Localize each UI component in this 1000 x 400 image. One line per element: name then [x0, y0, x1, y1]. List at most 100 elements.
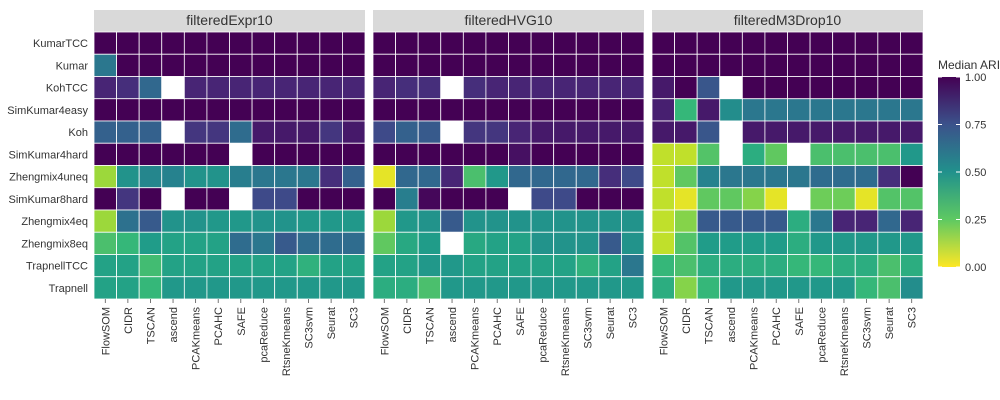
heatmap-cell: [651, 209, 675, 233]
heatmap-cell: [251, 53, 276, 77]
heatmap-cell: [462, 187, 487, 211]
heatmap-cell: [417, 165, 442, 189]
heatmap-cell: [116, 187, 140, 211]
heatmap-cell: [787, 276, 811, 300]
heatmap-cell: [854, 76, 879, 100]
heatmap-cell: [696, 209, 721, 233]
heatmap-cell: [229, 98, 253, 122]
color-legend: Median ARI 1.00 0.75 0.50 0.25 0.00: [938, 58, 1000, 274]
heatmap-cell: [417, 231, 442, 255]
heatmap-cell: [674, 120, 698, 144]
heatmap-cell: [674, 98, 698, 122]
heatmap-cell: [274, 142, 298, 166]
heatmap-cell: [395, 120, 419, 144]
heatmap-cell: [530, 209, 555, 233]
heatmap-cell: [342, 276, 366, 300]
heatmap-cell: [440, 142, 464, 166]
heatmap-cell: [575, 76, 600, 100]
heatmap-cell: [621, 98, 645, 122]
heatmap-cell: [508, 76, 532, 100]
heatmap-cell: [553, 276, 577, 300]
heatmap-cell: [877, 120, 901, 144]
heatmap-cell: [787, 142, 811, 166]
heatmap-cell: [598, 276, 622, 300]
heatmap-cell: [138, 98, 163, 122]
heatmap-cell: [161, 231, 185, 255]
heatmap-cell: [229, 276, 253, 300]
heatmap-cell: [319, 120, 343, 144]
heatmap-cell: [719, 98, 743, 122]
heatmap-cell: [553, 31, 577, 55]
heatmap-cell: [508, 31, 532, 55]
heatmap-cell: [877, 276, 901, 300]
heatmap-cell: [621, 187, 645, 211]
heatmap-cell: [274, 187, 298, 211]
heatmap-cell: [674, 165, 698, 189]
heatmap-cell: [93, 231, 117, 255]
heatmap-cell: [417, 120, 442, 144]
heatmap-cell: [809, 254, 834, 278]
heatmap-cell: [598, 231, 622, 255]
heatmap-cell: [372, 76, 396, 100]
heatmap-cell: [696, 31, 721, 55]
heatmap-cell: [206, 165, 230, 189]
heatmap-cell: [395, 31, 419, 55]
heatmap-cell: [854, 165, 879, 189]
heatmap-cell: [719, 142, 743, 166]
heatmap-cell: [621, 76, 645, 100]
heatmap-cell: [116, 120, 140, 144]
heatmap-cell: [719, 254, 743, 278]
heatmap-cell: [651, 53, 675, 77]
heatmap-cell: [229, 53, 253, 77]
column-label: ascend: [168, 307, 180, 342]
heatmap-cell: [183, 53, 208, 77]
heatmap-cell: [674, 76, 698, 100]
heatmap-cell: [651, 276, 675, 300]
legend-tick-label: 0.50: [965, 167, 986, 179]
panel-title: filteredHVG10: [465, 12, 553, 28]
heatmap-cell: [296, 98, 321, 122]
heatmap-cell: [183, 231, 208, 255]
heatmap-cell: [138, 187, 163, 211]
heatmap-cell: [809, 209, 834, 233]
column-label: PCAKmeans: [749, 307, 761, 370]
heatmap-cell: [462, 53, 487, 77]
heatmap-cell: [485, 231, 509, 255]
heatmap-cell: [696, 76, 721, 100]
heatmap-cell: [342, 231, 366, 255]
heatmap-cell: [485, 76, 509, 100]
heatmap-cell: [787, 98, 811, 122]
heatmap-cell: [508, 142, 532, 166]
row-label: Kumar: [56, 60, 89, 72]
row-label: KohTCC: [46, 83, 88, 95]
heatmap-cell: [575, 276, 600, 300]
heatmap-cell: [372, 98, 396, 122]
heatmap-cell: [832, 53, 856, 77]
heatmap-cell: [854, 187, 879, 211]
heatmap-cell: [251, 165, 276, 189]
heatmap-cell: [229, 31, 253, 55]
heatmap-cell: [395, 53, 419, 77]
heatmap-cell: [900, 276, 924, 300]
heatmap-cell: [274, 254, 298, 278]
heatmap-cell: [116, 53, 140, 77]
heatmap-cell: [251, 120, 276, 144]
column-label: SAFE: [515, 307, 527, 336]
heatmap-cell: [530, 53, 555, 77]
column-label: TSCAN: [424, 307, 436, 344]
heatmap-cell: [764, 209, 788, 233]
column-label: PCAHC: [213, 307, 225, 346]
column-label: SAFE: [794, 307, 806, 336]
heatmap-cell: [809, 231, 834, 255]
heatmap-cell: [417, 254, 442, 278]
heatmap-cell: [462, 142, 487, 166]
column-label: PCAHC: [492, 307, 504, 346]
heatmap-cell: [440, 209, 464, 233]
heatmap-cell: [787, 76, 811, 100]
heatmap-cell: [764, 31, 788, 55]
heatmap-cell: [696, 187, 721, 211]
heatmap-cell: [296, 142, 321, 166]
heatmap-cell: [741, 142, 766, 166]
heatmap-cell: [206, 31, 230, 55]
heatmap-cell: [93, 31, 117, 55]
